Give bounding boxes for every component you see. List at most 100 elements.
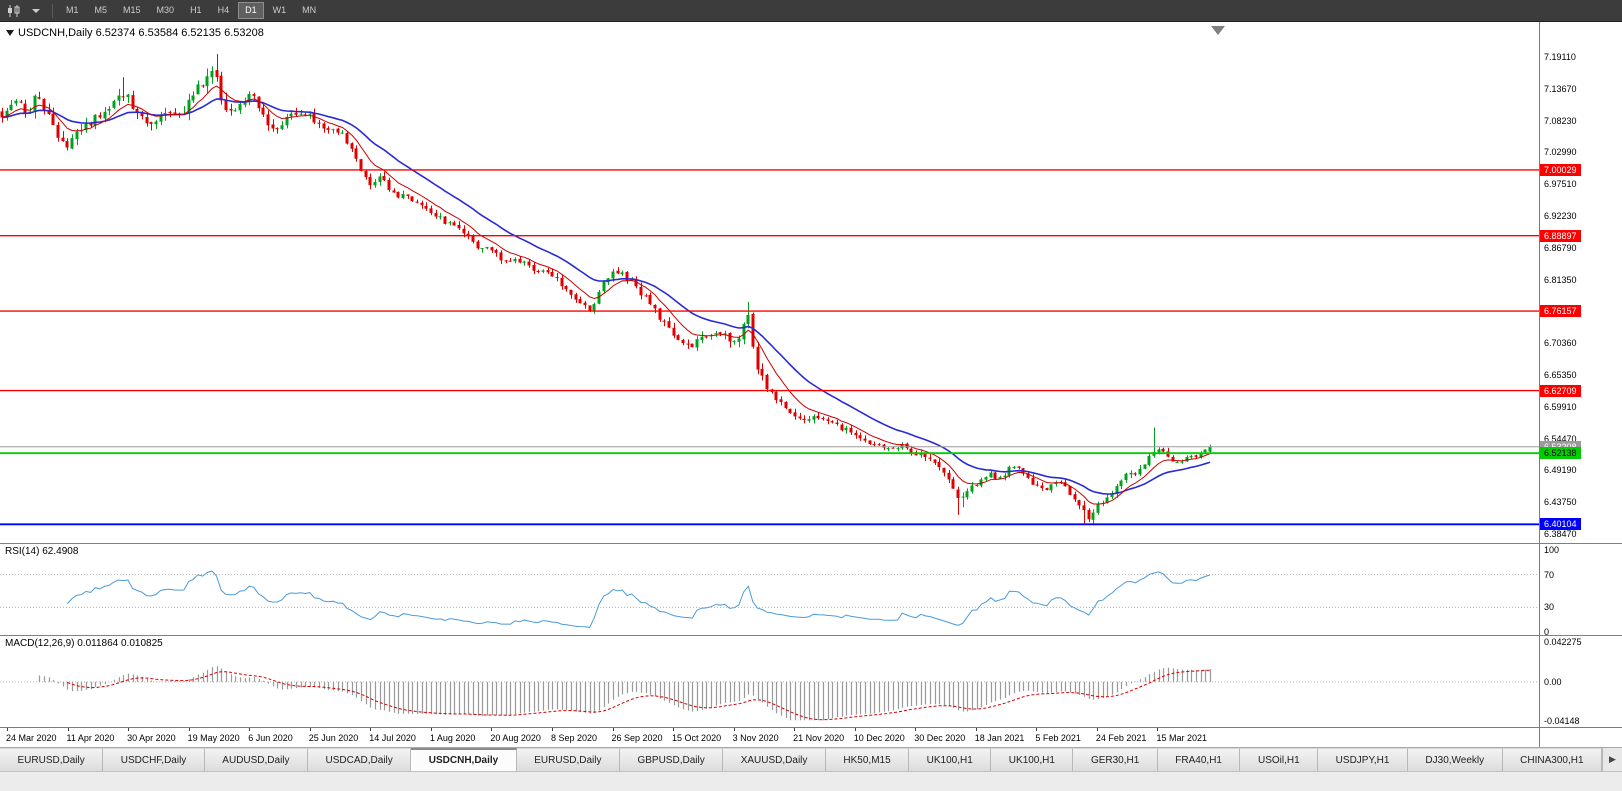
time-axis-label: 6 Jun 2020 — [248, 733, 293, 743]
chart-tab-usdcnh-daily[interactable]: USDCNH,Daily — [411, 748, 517, 771]
time-axis-label: 21 Nov 2020 — [793, 733, 845, 743]
time-axis-labels: 24 Mar 2020 11 Apr 2020 30 Apr 2020 19 May … — [0, 728, 1540, 747]
timeframe-button-w1[interactable]: W1 — [272, 5, 287, 15]
time-axis-label: 30 Apr 2020 — [127, 733, 176, 743]
price-level-badge: 7.00029 — [1540, 163, 1581, 176]
macd-axis[interactable]: 0.042275 0.00 -0.04148 — [1540, 636, 1622, 727]
price-axis-label: 7.19110 — [1544, 52, 1576, 62]
timeframe-button-m30[interactable]: M30 — [156, 5, 175, 15]
time-axis-tick — [430, 728, 432, 731]
macd-axis-label: 0.00 — [1544, 676, 1562, 687]
price-axis-label: 6.86790 — [1544, 242, 1577, 253]
time-axis[interactable]: 24 Mar 2020 11 Apr 2020 30 Apr 2020 19 May … — [0, 727, 1622, 747]
time-axis-tick — [794, 728, 796, 731]
price-axis-label: 7.08230 — [1544, 115, 1577, 126]
chart-tab-xauusd-daily[interactable]: XAUUSD,Daily — [723, 748, 826, 771]
time-axis-label: 15 Mar 2021 — [1156, 733, 1207, 743]
chart-title: USDCNH,Daily 6.52374 6.53584 6.52135 6.5… — [6, 27, 264, 39]
timeframe-button-mn[interactable]: MN — [302, 5, 317, 15]
toolbar-separator — [52, 3, 53, 18]
time-axis-label: 14 Jul 2020 — [369, 733, 416, 743]
chart-tab-fra40-h1[interactable]: FRA40,H1 — [1157, 748, 1241, 771]
time-axis-tick — [370, 728, 372, 731]
rsi-chart[interactable] — [0, 544, 1540, 635]
chart-tab-usoil-h1[interactable]: USOil,H1 — [1240, 748, 1319, 771]
main-chart-panel: USDCNH,Daily 6.52374 6.53584 6.52135 6.5… — [0, 22, 1622, 543]
chart-title-text: USDCNH,Daily 6.52374 6.53584 6.52135 6.5… — [18, 27, 264, 39]
chart-shift-marker-icon — [1211, 26, 1225, 35]
chart-tab-uk100-h1[interactable]: UK100,H1 — [991, 748, 1074, 771]
time-axis-label: 24 Mar 2020 — [6, 733, 57, 743]
macd-histogram — [38, 666, 1212, 721]
time-axis-label: 24 Feb 2021 — [1095, 733, 1147, 743]
ma-fast-line — [1, 85, 1211, 505]
macd-panel: MACD(12,26,9) 0.011864 0.010825 0.042275… — [0, 635, 1622, 727]
time-axis-tick — [491, 728, 493, 731]
price-level-badge: 6.40104 — [1540, 518, 1581, 531]
time-axis-tick — [975, 728, 977, 731]
time-axis-label: 25 Jun 2020 — [308, 733, 359, 743]
rsi-axis-label: 70 — [1544, 569, 1555, 580]
chart-tab-audusd-daily[interactable]: AUDUSD,Daily — [204, 748, 309, 771]
timeframe-button-m15[interactable]: M15 — [123, 5, 141, 15]
tabs-scroll-right-button[interactable]: ▶ — [1602, 748, 1622, 771]
rsi-label: RSI(14) 62.4908 — [5, 546, 79, 557]
timeframe-button-d1[interactable]: D1 — [238, 2, 264, 19]
chart-tabs-bar: EURUSD,Daily USDCHF,Daily AUDUSD,Daily USDC… — [0, 747, 1622, 771]
time-axis-tick — [854, 728, 856, 731]
time-axis-tick — [1157, 728, 1159, 731]
price-level-badge: 6.88897 — [1540, 229, 1581, 242]
chart-tab-eurusd-daily[interactable]: EURUSD,Daily — [0, 748, 104, 771]
time-axis-label: 18 Jan 2021 — [974, 733, 1025, 743]
candlestick-chart[interactable] — [0, 22, 1540, 543]
macd-chart[interactable] — [0, 636, 1540, 727]
price-axis-label: 7.02990 — [1544, 147, 1577, 158]
price-axis-label: 6.70360 — [1544, 338, 1577, 349]
price-axis[interactable]: 7.19110 7.13670 7.08230 7.02990 6.97510 6.922… — [1540, 22, 1622, 543]
chart-tab-usdchf-daily[interactable]: USDCHF,Daily — [103, 748, 205, 771]
chart-type-icon[interactable] — [4, 2, 24, 20]
top-toolbar: M1 M5 M15 M30 H1 H4 D1 W1 MN — [0, 0, 1622, 22]
macd-axis-label: -0.04148 — [1544, 716, 1580, 726]
chart-tab-dj30-weekly[interactable]: DJ30,Weekly — [1407, 748, 1503, 771]
price-axis-label: 6.97510 — [1544, 179, 1577, 190]
chart-tab-hk50-m15[interactable]: HK50,M15 — [825, 748, 910, 771]
chart-tab-gbpusd-daily[interactable]: GBPUSD,Daily — [619, 748, 724, 771]
rsi-line — [66, 570, 1211, 628]
chart-type-dropdown-icon[interactable] — [26, 2, 46, 20]
time-axis-label: 3 Nov 2020 — [732, 733, 779, 743]
time-axis-tick — [551, 728, 553, 731]
time-axis-tick — [128, 728, 130, 731]
rsi-axis[interactable]: 100 70 30 0 — [1540, 544, 1622, 635]
price-axis-label: 6.92230 — [1544, 211, 1577, 221]
time-axis-label: 19 May 2020 — [187, 733, 240, 743]
timeframe-button-h4[interactable]: H4 — [217, 5, 230, 15]
main-chart-canvas[interactable]: USDCNH,Daily 6.52374 6.53584 6.52135 6.5… — [0, 22, 1540, 543]
chart-tab-usdjpy-h1[interactable]: USDJPY,H1 — [1318, 748, 1408, 771]
timeframe-buttons: M1 M5 M15 M30 H1 H4 D1 W1 MN — [59, 2, 323, 19]
chart-tab-eurusd-daily[interactable]: EURUSD,Daily — [516, 748, 620, 771]
timeframe-button-m5[interactable]: M5 — [94, 5, 108, 15]
rsi-canvas[interactable]: RSI(14) 62.4908 — [0, 544, 1540, 635]
time-axis-tick — [1096, 728, 1098, 731]
time-axis-label: 30 Dec 2020 — [914, 733, 966, 743]
chart-tab-uk100-h1[interactable]: UK100,H1 — [909, 748, 992, 771]
price-axis-label: 7.13670 — [1544, 83, 1577, 94]
rsi-panel: RSI(14) 62.4908 100 70 30 0 — [0, 543, 1622, 635]
macd-canvas[interactable]: MACD(12,26,9) 0.011864 0.010825 — [0, 636, 1540, 727]
price-level-badge: 6.52138 — [1540, 447, 1581, 460]
macd-signal-line — [67, 669, 1211, 721]
time-axis-label: 10 Dec 2020 — [853, 733, 905, 743]
chart-tab-ger30-h1[interactable]: GER30,H1 — [1073, 748, 1158, 771]
chart-tab-usdcad-daily[interactable]: USDCAD,Daily — [308, 748, 412, 771]
status-bar — [0, 771, 1622, 791]
chart-tab-china300-h1[interactable]: CHINA300,H1 — [1502, 748, 1602, 771]
price-level-badge: 6.62709 — [1540, 384, 1581, 397]
price-axis-label: 6.59910 — [1544, 401, 1577, 412]
time-axis-tick — [309, 728, 311, 731]
time-axis-tick — [7, 728, 8, 731]
timeframe-button-h1[interactable]: H1 — [190, 5, 202, 15]
timeframe-button-m1[interactable]: M1 — [66, 5, 79, 15]
time-axis-label: 26 Sep 2020 — [611, 733, 663, 743]
time-axis-label: 20 Aug 2020 — [490, 733, 541, 743]
